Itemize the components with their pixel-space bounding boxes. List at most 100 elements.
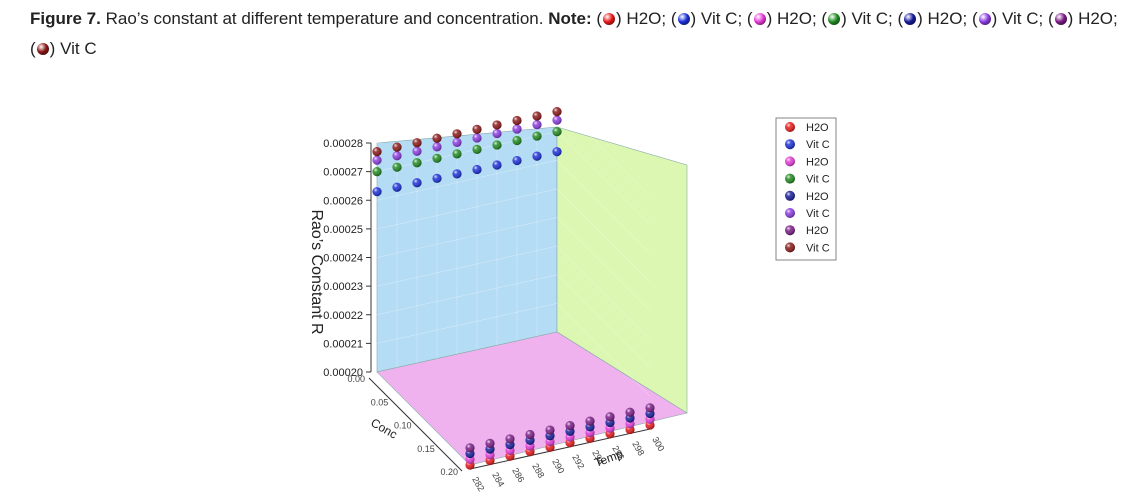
data-point	[392, 142, 402, 152]
data-point	[552, 115, 562, 125]
caption-note-label: H2O	[1078, 9, 1114, 28]
data-point-shade	[452, 169, 462, 179]
x-tick-label: 282	[470, 475, 486, 493]
z-tick-label: 0.00022	[323, 310, 363, 322]
y-axis-line	[368, 377, 463, 472]
data-points	[372, 106, 655, 470]
data-point-shade	[472, 124, 482, 134]
data-point-shade	[472, 164, 482, 175]
legend-label: Vit C	[806, 139, 830, 151]
y-axis-label: Conc	[368, 415, 399, 441]
data-point	[392, 182, 402, 192]
data-point	[452, 169, 462, 179]
z-tick-label: 0.00023	[323, 281, 363, 293]
caption-note-item: () Vit C;	[666, 9, 743, 28]
data-point	[552, 147, 562, 157]
data-point-shade	[465, 443, 475, 453]
x-tick-label: 286	[510, 466, 526, 484]
caption-note-item: () Vit C	[30, 39, 97, 58]
data-point-shade	[585, 416, 595, 426]
data-point-shade	[372, 187, 382, 197]
data-point	[465, 443, 475, 453]
legend-label: H2O	[806, 122, 829, 134]
legend: H2O Vit C H2O Vit C H2O Vit C H2O Vit C	[775, 117, 837, 261]
data-point-shade	[432, 133, 442, 143]
data-point	[392, 162, 402, 172]
data-point-shade	[392, 182, 402, 192]
data-point-shade	[412, 138, 422, 148]
caption-note-item: () Vit C;	[816, 9, 893, 28]
z-tick-label: 0.00024	[323, 253, 363, 265]
z-tick-label: 0.00021	[323, 338, 363, 350]
data-point-shade	[552, 147, 562, 157]
x-tick-label: 288	[530, 462, 546, 480]
data-point	[432, 153, 442, 163]
data-point	[412, 158, 422, 168]
caption-note-label: Vit C	[1002, 9, 1039, 28]
x-tick-label: 284	[490, 471, 506, 489]
data-point-shade	[552, 127, 562, 137]
data-point	[472, 144, 482, 155]
data-point-shade	[552, 106, 562, 117]
data-point	[452, 129, 462, 139]
data-point	[452, 149, 462, 159]
sphere-icon	[36, 43, 49, 55]
data-point	[372, 155, 382, 165]
caption-note-item: () H2O;	[742, 9, 817, 28]
data-point-shade	[492, 128, 502, 139]
data-point-shade	[532, 111, 542, 121]
figure-caption: Figure 7. Rao’s constant at different te…	[30, 4, 1120, 64]
data-point-shade	[412, 178, 422, 188]
data-point-shade	[512, 155, 522, 166]
data-point-shade	[372, 146, 382, 157]
data-point	[412, 178, 422, 188]
back-wall	[376, 126, 558, 373]
legend-marker-shade	[785, 139, 795, 150]
data-point	[645, 403, 655, 413]
data-point-shade	[492, 140, 502, 150]
legend-marker-shade	[785, 208, 795, 218]
caption-note-item: () Vit C;	[967, 9, 1044, 28]
sphere-icon	[828, 13, 841, 25]
caption-note-label: H2O	[626, 9, 662, 28]
data-point	[432, 173, 442, 183]
data-point	[472, 133, 482, 143]
data-point	[512, 124, 522, 134]
data-point-shade	[625, 407, 635, 417]
data-point	[372, 167, 382, 177]
z-axis-label: Rao’s Constant R	[308, 209, 325, 334]
legend-marker-shade	[785, 173, 795, 184]
data-point	[512, 135, 522, 146]
data-point	[452, 137, 462, 147]
data-point	[492, 140, 502, 150]
y-tick-label: 0.10	[394, 421, 412, 431]
data-point-shade	[412, 146, 422, 156]
legend-label: H2O	[806, 225, 829, 237]
y-tick-label: 0.05	[371, 397, 389, 407]
data-point-shade	[505, 434, 515, 444]
legend-marker-shade	[785, 225, 795, 236]
data-point	[552, 106, 562, 117]
caption-note-item: () H2O;	[1043, 9, 1118, 28]
data-point-shade	[372, 167, 382, 177]
data-point-shade	[432, 153, 442, 163]
data-point-shade	[472, 133, 482, 143]
data-point	[492, 120, 502, 130]
legend-marker-shade	[785, 190, 795, 201]
legend-label: Vit C	[806, 208, 830, 220]
x-tick-label: 300	[650, 435, 666, 453]
sphere-icon	[904, 13, 917, 25]
z-tick-label: 0.00026	[323, 195, 363, 207]
data-point	[432, 142, 442, 152]
data-point	[565, 421, 575, 431]
caption-note-label: Vit C	[700, 9, 738, 28]
data-point-shade	[512, 124, 522, 134]
data-point-shade	[372, 155, 382, 165]
data-point	[532, 120, 542, 130]
data-point	[372, 146, 382, 157]
x-tick-label: 290	[550, 457, 566, 475]
z-tick-label: 0.00025	[323, 224, 363, 236]
sphere-icon	[1054, 13, 1067, 25]
sphere-icon	[753, 13, 766, 25]
